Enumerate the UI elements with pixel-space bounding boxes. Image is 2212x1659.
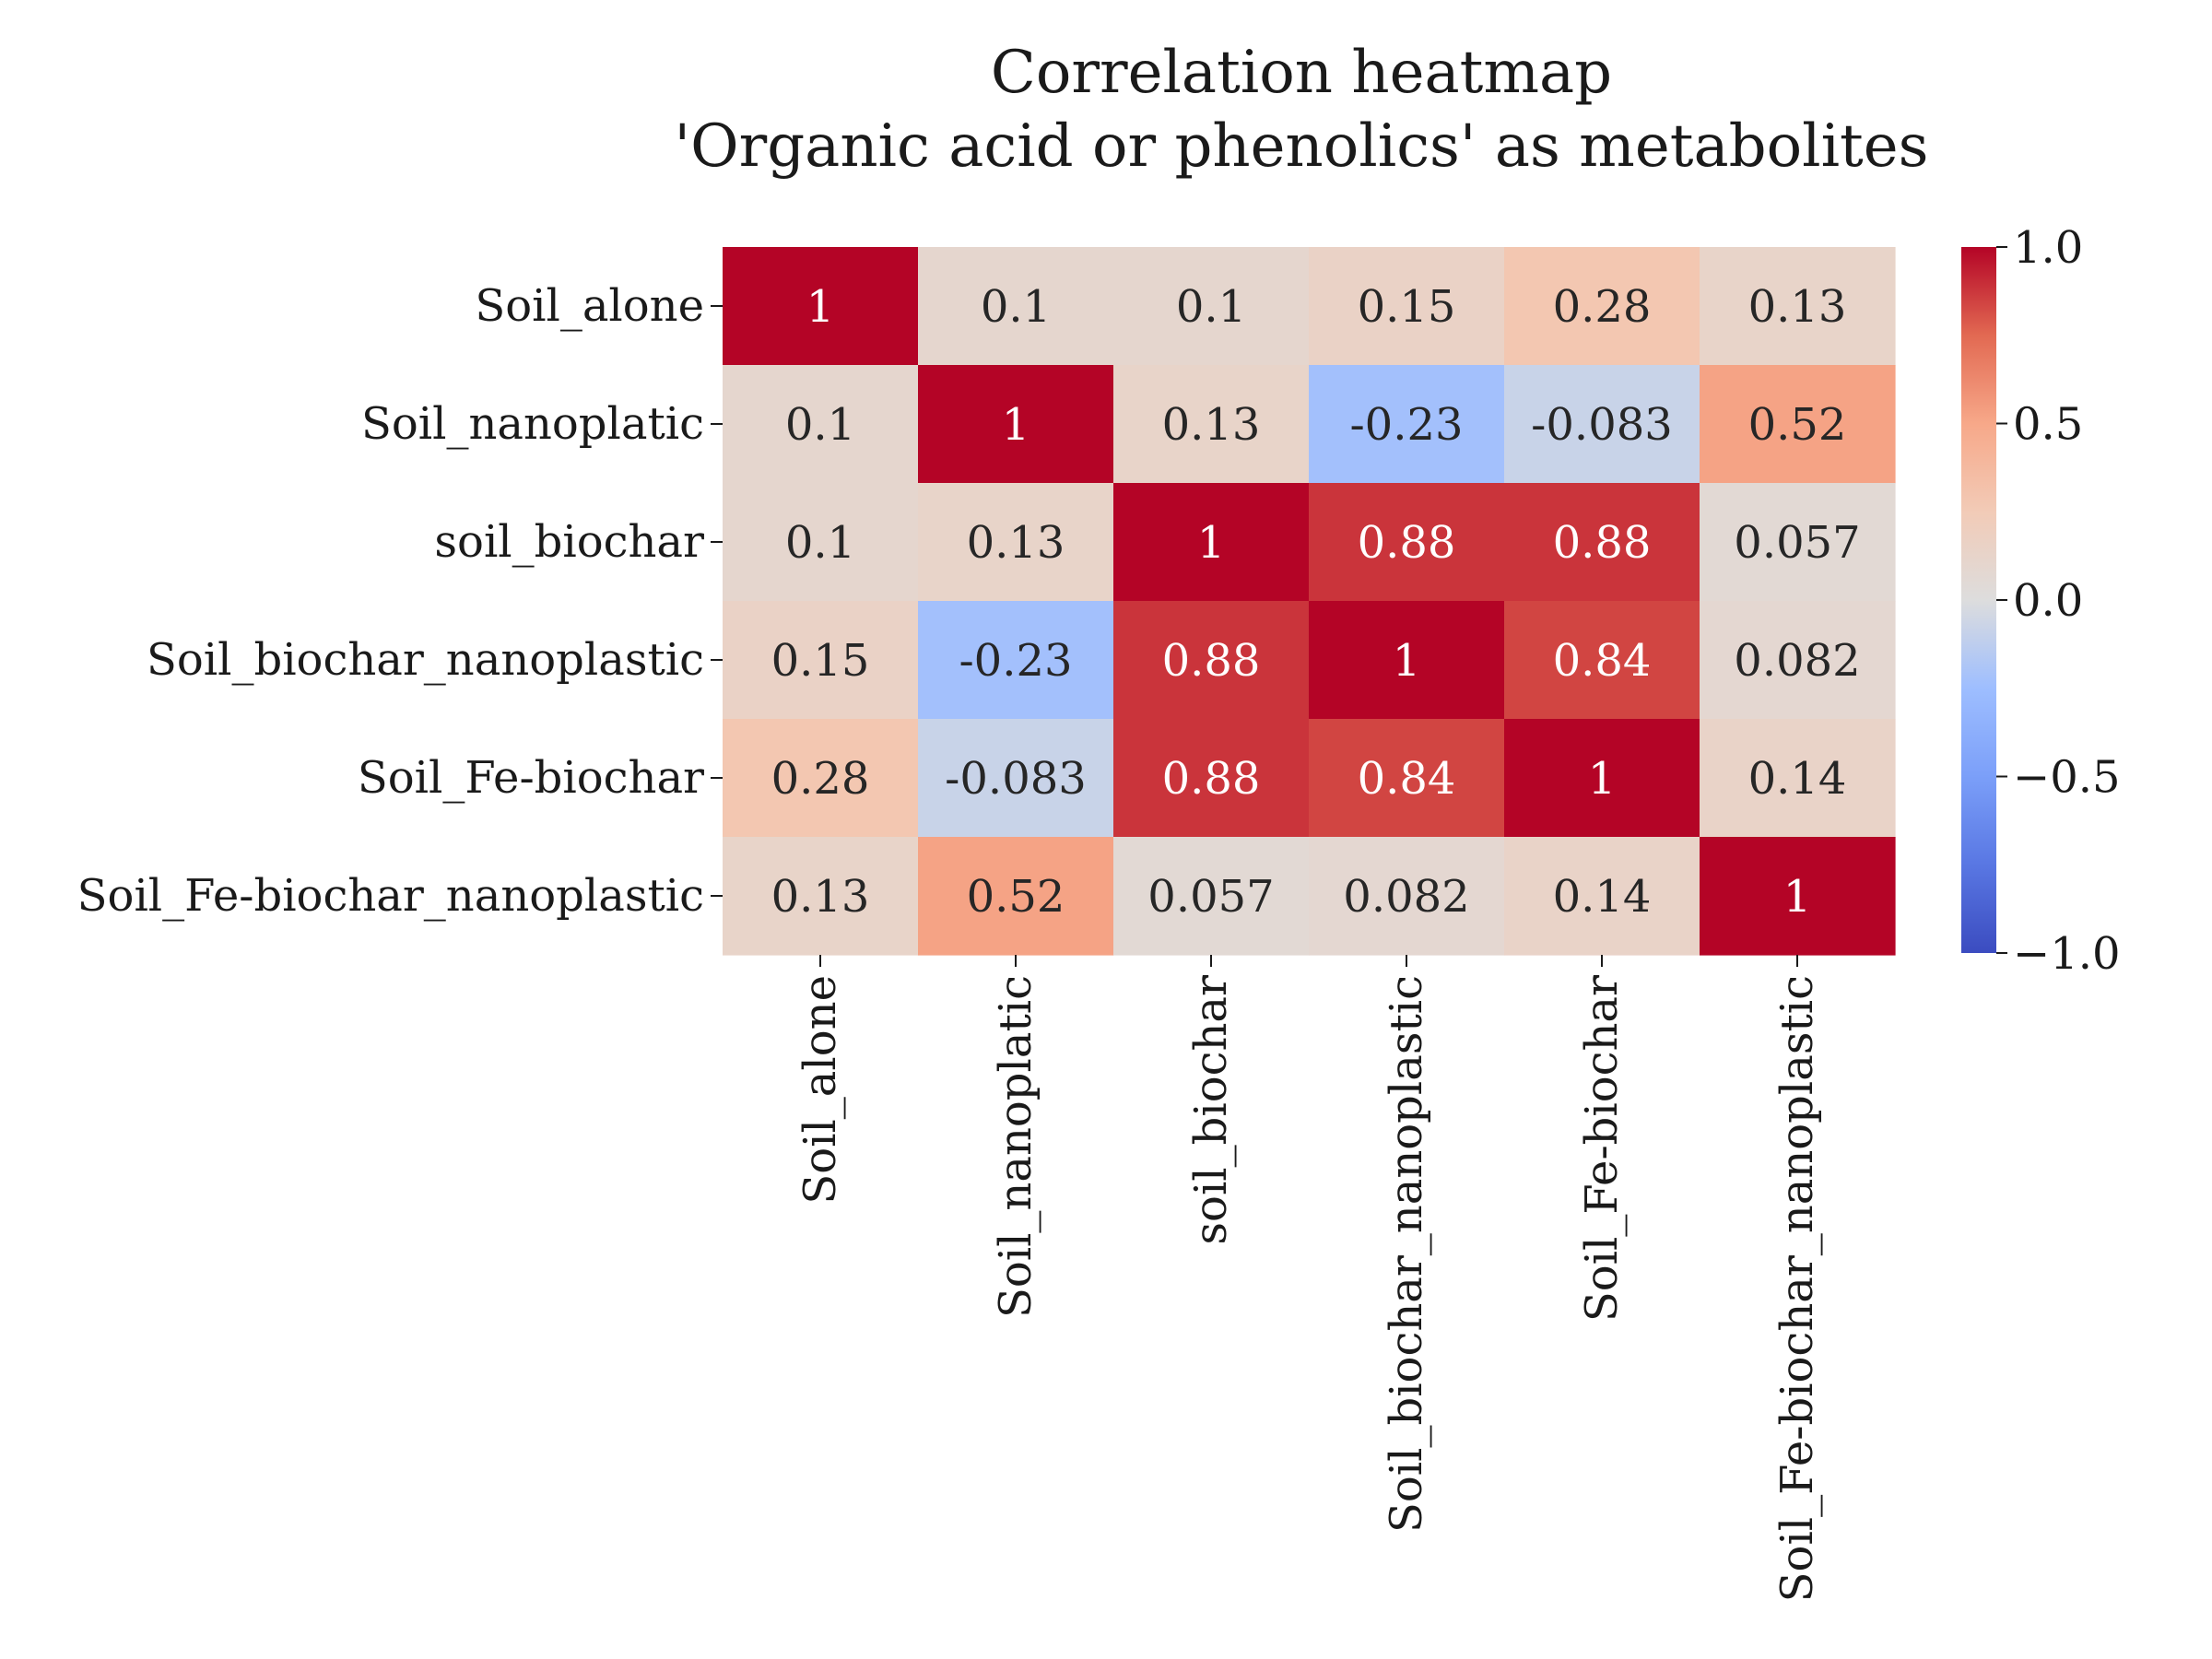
cell-value-label: 1 [1783, 871, 1812, 923]
heatmap-cell [723, 365, 919, 484]
heatmap-cell [918, 719, 1114, 838]
heatmap-cell [1309, 601, 1505, 720]
cell-value-label: 0.15 [1358, 281, 1456, 333]
heatmap-cell [723, 719, 919, 838]
cell-value-label: 0.14 [1748, 753, 1847, 805]
cell-value-label: 1 [1002, 399, 1030, 451]
cell-value-label: 0.28 [771, 753, 870, 805]
heatmap-cell [723, 247, 919, 366]
row-label: Soil_biochar_nanoplastic [147, 634, 704, 686]
heatmap-cell [1700, 719, 1896, 838]
row-label: Soil_Fe-biochar [358, 752, 704, 804]
heatmap-cell [918, 247, 1114, 366]
column-label: Soil_Fe-biochar_nanoplastic [1771, 975, 1823, 1602]
cell-value-label: 0.84 [1358, 753, 1456, 805]
cell-value-label: 0.88 [1358, 517, 1456, 569]
cell-value-label: -0.23 [959, 635, 1072, 687]
cell-value-label: 0.28 [1553, 281, 1652, 333]
colorbar-tick-label: −0.5 [2013, 752, 2121, 804]
colorbar-tick-label: 0.5 [2013, 399, 2083, 451]
cell-value-label: -0.083 [945, 753, 1087, 805]
cell-value-label: 0.13 [1162, 399, 1261, 451]
heatmap-cell [1309, 719, 1505, 838]
heatmap-cell [918, 365, 1114, 484]
colorbar-tick-label: −1.0 [2013, 928, 2121, 980]
row-label: Soil_alone [475, 280, 704, 332]
colorbar-gradient [1961, 247, 1996, 953]
heatmap-cell [1309, 365, 1505, 484]
heatmap-cell [1113, 247, 1310, 366]
cell-value-label: 0.1 [981, 281, 1051, 333]
heatmap-cell [1700, 365, 1896, 484]
cell-value-label: 1 [1197, 517, 1226, 569]
heatmap-cell [918, 601, 1114, 720]
cell-value-label: 0.84 [1553, 635, 1652, 687]
cell-value-label: 0.13 [1748, 281, 1847, 333]
heatmap-cell [918, 837, 1114, 956]
column-label: Soil_Fe-biochar [1576, 975, 1628, 1322]
cell-value-label: 0.14 [1553, 871, 1652, 923]
heatmap-cell [1309, 837, 1505, 956]
column-label: soil_biochar [1185, 975, 1237, 1245]
row-label: Soil_Fe-biochar_nanoplastic [77, 870, 704, 922]
cell-value-label: 0.1 [1176, 281, 1246, 333]
cell-value-label: 0.1 [785, 399, 855, 451]
colorbar-tick-label: 0.0 [2013, 575, 2083, 627]
heatmap-cell [1504, 837, 1700, 956]
cell-value-label: 0.057 [1734, 517, 1860, 569]
cell-value-label: 0.082 [1343, 871, 1469, 923]
heatmap-cell [1113, 483, 1310, 602]
colorbar-tick-label: 1.0 [2013, 222, 2083, 274]
heatmap-cell [723, 601, 919, 720]
row-labels: Soil_alone Soil_nanoplatic soil_biochar Soi… [77, 280, 723, 922]
cell-value-label: 0.13 [771, 871, 870, 923]
heatmap-cell [1700, 247, 1896, 366]
cell-value-label: 0.52 [967, 871, 1065, 923]
heatmap-cell [1309, 483, 1505, 602]
heatmap-cells: 1 0.1 0.1 0.15 0.28 0.13 0.1 1 0.13 -0.23 -0.083 0.… [723, 247, 1896, 956]
heatmap-cell [1700, 483, 1896, 602]
heatmap-cell [723, 837, 919, 956]
heatmap-cell [1113, 601, 1310, 720]
cell-value-label: -0.23 [1349, 399, 1463, 451]
column-labels: Soil_alone Soil_nanoplatic soil_biochar Soi… [794, 955, 1823, 1602]
heatmap-cell [1504, 365, 1700, 484]
heatmap-cell [723, 483, 919, 602]
cell-value-label: 0.88 [1162, 753, 1261, 805]
heatmap-cell [1113, 837, 1310, 956]
heatmap-cell [1504, 601, 1700, 720]
column-label: Soil_alone [794, 975, 846, 1205]
row-label: Soil_nanoplatic [361, 398, 704, 450]
cell-value-label: 0.057 [1147, 871, 1274, 923]
column-label: Soil_nanoplatic [990, 975, 1041, 1318]
cell-value-label: 1 [1588, 753, 1617, 805]
chart-title: Correlation heatmap [991, 39, 1612, 107]
chart-subtitle: 'Organic acid or phenolics' as metabolit… [675, 112, 1929, 181]
cell-value-label: 1 [806, 281, 835, 333]
cell-value-label: 0.88 [1162, 635, 1261, 687]
cell-value-label: 0.88 [1553, 517, 1652, 569]
colorbar: 1.0 0.5 0.0 −0.5 −1.0 [1961, 222, 2121, 980]
cell-value-label: 0.52 [1748, 399, 1847, 451]
heatmap-cell [1700, 837, 1896, 956]
cell-value-label: 1 [1393, 635, 1421, 687]
heatmap-cell [1700, 601, 1896, 720]
cell-value-label: -0.083 [1531, 399, 1673, 451]
heatmap-cell [1504, 483, 1700, 602]
cell-value-label: 0.1 [785, 517, 855, 569]
row-label: soil_biochar [434, 516, 704, 568]
heatmap-cell [1309, 247, 1505, 366]
heatmap-cell [1504, 247, 1700, 366]
cell-value-label: 0.13 [967, 517, 1065, 569]
heatmap-cell [1504, 719, 1700, 838]
column-label: Soil_biochar_nanoplastic [1381, 975, 1432, 1533]
cell-value-label: 0.082 [1734, 635, 1860, 687]
heatmap-cell [1113, 365, 1310, 484]
heatmap-cell [918, 483, 1114, 602]
cell-value-label: 0.15 [771, 635, 870, 687]
heatmap-cell [1113, 719, 1310, 838]
